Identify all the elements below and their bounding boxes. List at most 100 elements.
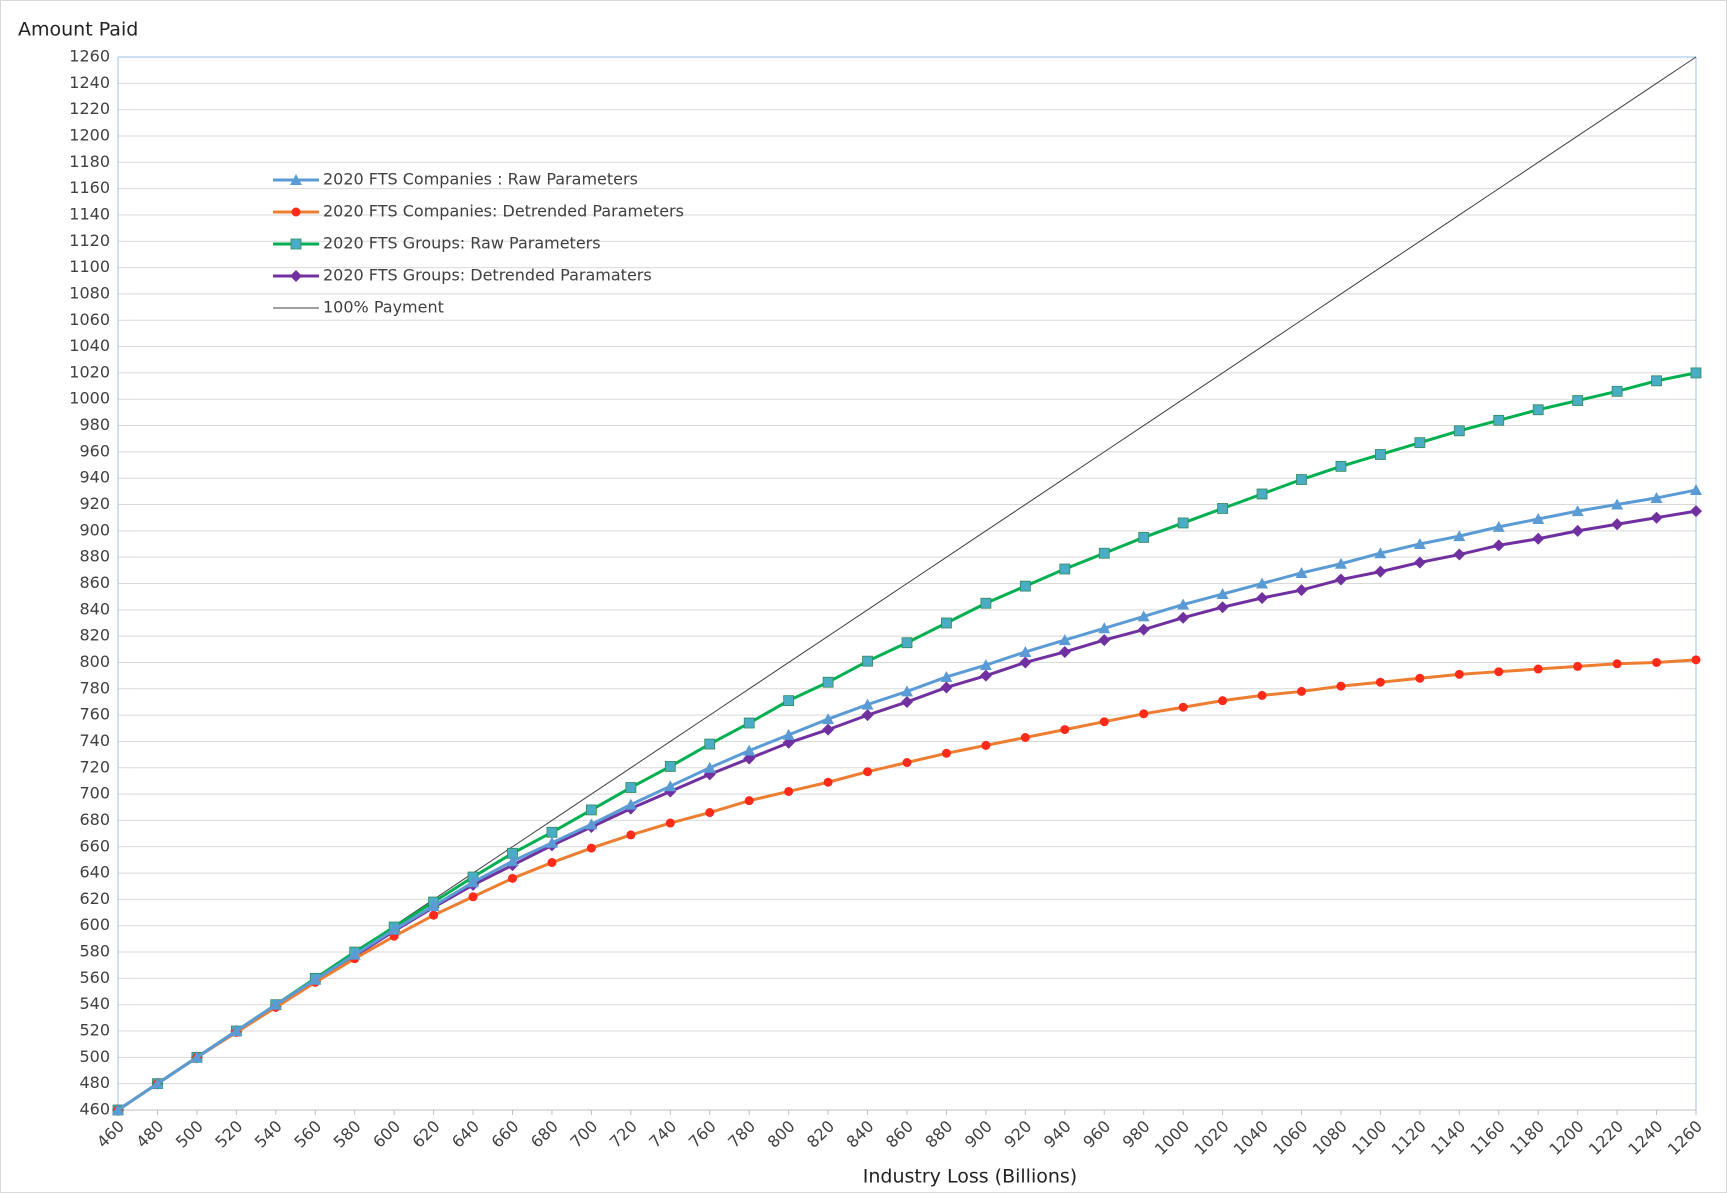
marker: [190, 1051, 203, 1063]
y-tick-label: 1080: [69, 283, 110, 302]
marker: [309, 973, 322, 985]
marker: [1492, 539, 1505, 552]
y-tick-label: 920: [79, 494, 110, 513]
y-tick-label: 1200: [69, 125, 110, 144]
marker: [388, 923, 401, 935]
marker: [1533, 664, 1543, 674]
marker: [1611, 498, 1624, 510]
marker: [940, 670, 953, 682]
y-tick-label: 480: [79, 1073, 110, 1092]
marker: [1374, 565, 1387, 578]
marker: [1098, 634, 1111, 647]
y-tick-label: 520: [79, 1021, 110, 1040]
marker: [545, 836, 558, 848]
marker: [112, 1104, 124, 1115]
y-tick-label: 760: [79, 705, 110, 724]
marker: [230, 1025, 243, 1037]
legend-label: 2020 FTS Groups: Detrended Paramaters: [323, 266, 652, 285]
marker: [585, 818, 598, 830]
marker: [547, 858, 557, 868]
y-tick-label: 580: [79, 942, 110, 961]
marker: [1216, 601, 1229, 614]
marker: [1413, 556, 1426, 569]
marker: [1216, 588, 1229, 600]
marker: [1612, 659, 1622, 669]
marker: [1532, 404, 1544, 416]
marker: [901, 685, 913, 697]
marker: [1098, 622, 1111, 634]
marker: [624, 798, 637, 810]
marker: [1650, 491, 1663, 503]
marker: [1573, 661, 1583, 671]
marker: [1493, 414, 1505, 426]
marker: [703, 761, 716, 773]
legend-label: 2020 FTS Groups: Raw Parameters: [323, 234, 601, 253]
marker: [1139, 709, 1149, 719]
marker: [981, 740, 991, 750]
y-tick-label: 700: [79, 784, 110, 803]
marker: [508, 873, 517, 883]
y-tick-label: 1060: [69, 310, 110, 329]
marker: [783, 695, 795, 707]
marker: [941, 617, 952, 629]
y-tick-label: 1180: [69, 152, 110, 171]
marker: [743, 717, 755, 729]
marker: [1218, 696, 1228, 706]
y-tick-label: 1000: [69, 389, 110, 408]
legend-label: 100% Payment: [323, 298, 444, 317]
marker: [348, 948, 361, 960]
marker: [1335, 460, 1347, 472]
marker: [1137, 610, 1150, 622]
marker: [1019, 580, 1031, 592]
y-tick-label: 740: [79, 731, 110, 750]
marker: [1256, 488, 1268, 500]
marker: [1375, 449, 1386, 460]
marker: [743, 744, 756, 756]
marker: [467, 876, 480, 888]
y-tick-label: 500: [79, 1047, 110, 1066]
marker: [1099, 717, 1109, 727]
marker: [1454, 669, 1464, 679]
marker: [1297, 686, 1306, 696]
marker: [664, 761, 676, 772]
marker: [979, 669, 992, 682]
marker: [586, 804, 597, 816]
marker: [1571, 524, 1584, 537]
marker: [1138, 532, 1150, 543]
marker: [1650, 511, 1663, 524]
marker: [861, 709, 874, 722]
marker: [468, 892, 478, 902]
marker: [1414, 437, 1426, 449]
legend-label: 2020 FTS Companies: Detrended Parameters: [323, 202, 684, 221]
y-tick-label: 540: [79, 994, 110, 1013]
marker: [1453, 530, 1466, 542]
marker: [664, 780, 677, 792]
y-tick-label: 1040: [69, 336, 110, 355]
marker: [941, 748, 951, 758]
marker: [1691, 655, 1701, 665]
marker: [151, 1077, 164, 1089]
marker: [1058, 645, 1071, 658]
marker: [979, 659, 992, 671]
marker: [546, 826, 558, 838]
marker: [1178, 702, 1188, 712]
y-tick-label: 1020: [69, 362, 110, 381]
marker: [822, 723, 835, 736]
marker: [1492, 520, 1505, 532]
marker: [1415, 673, 1425, 683]
marker: [1137, 623, 1150, 636]
y-tick-label: 600: [79, 915, 110, 934]
y-tick-label: 1100: [69, 257, 110, 276]
marker: [1453, 548, 1466, 561]
marker: [1336, 681, 1346, 691]
marker: [1532, 532, 1545, 545]
marker: [940, 681, 953, 694]
marker: [1572, 395, 1584, 406]
marker: [1058, 634, 1071, 646]
marker: [1334, 557, 1347, 569]
y-tick-label: 460: [79, 1100, 110, 1119]
y-axis-label: Amount Paid: [18, 19, 138, 41]
marker: [1494, 667, 1504, 677]
